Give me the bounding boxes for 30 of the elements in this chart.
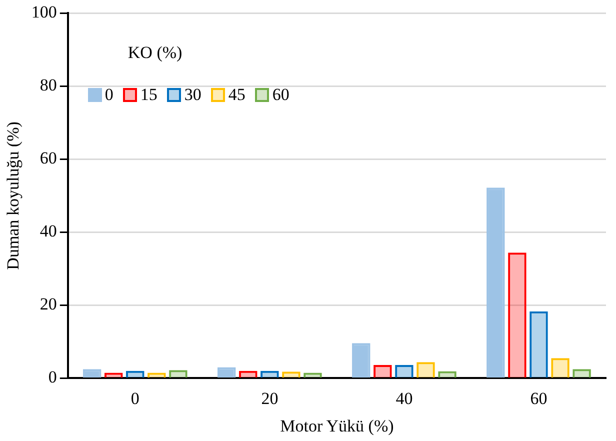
bar — [104, 372, 123, 378]
legend-title: KO (%) — [128, 43, 184, 64]
bar — [530, 311, 548, 378]
bar — [260, 370, 279, 378]
y-tick-label: 40 — [40, 222, 57, 241]
y-tick-label: 60 — [40, 148, 57, 168]
x-tick-label: 0 — [130, 388, 140, 408]
legend-label: 15 — [140, 85, 158, 106]
bar — [148, 372, 166, 378]
bar — [508, 252, 526, 378]
legend-label: 0 — [104, 85, 114, 106]
bar — [438, 371, 456, 378]
legend-label: 60 — [272, 85, 290, 106]
bar — [126, 370, 144, 378]
y-tick-label: 80 — [40, 76, 57, 95]
legend-label: 45 — [228, 85, 246, 106]
legend-label: 30 — [184, 85, 202, 106]
y-axis-title: Duman koyuluğu (%) — [4, 122, 23, 270]
y-tick-label: 100 — [31, 2, 57, 22]
bar — [169, 370, 188, 378]
x-tick-label: 40 — [396, 388, 413, 408]
x-tick-label: 60 — [530, 388, 548, 408]
bar — [239, 370, 258, 378]
x-axis-title: Motor Yükü (%) — [280, 416, 394, 436]
y-tick-label: 0 — [48, 368, 57, 387]
bar — [304, 372, 322, 378]
x-tick-label: 20 — [261, 388, 278, 408]
y-tick-label: 20 — [40, 294, 57, 314]
bar — [572, 369, 591, 378]
bar — [282, 372, 300, 378]
